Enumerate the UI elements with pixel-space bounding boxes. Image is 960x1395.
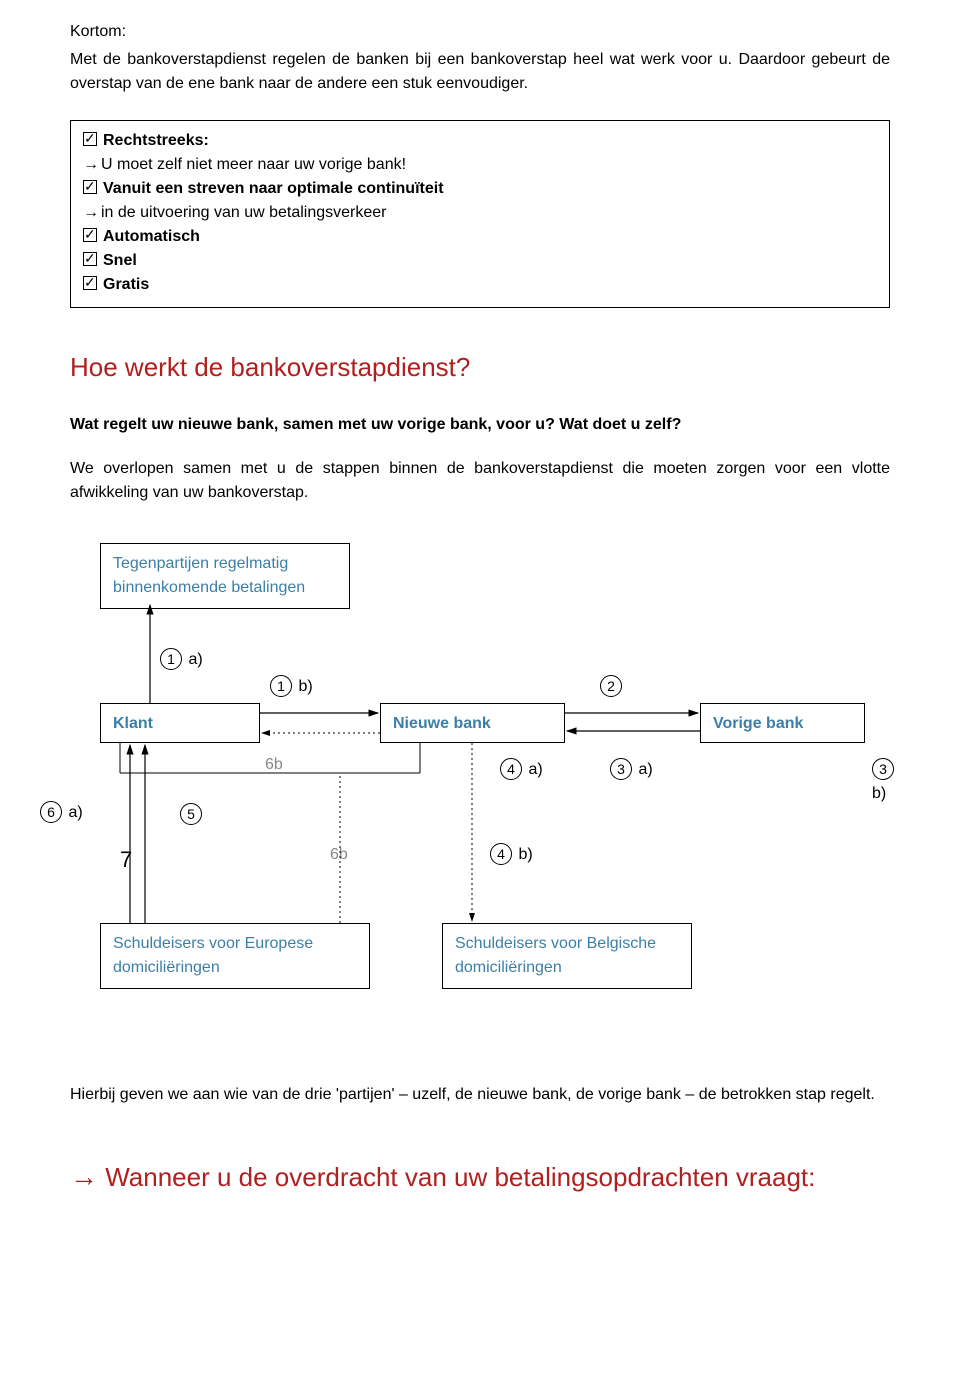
label-7: 7 (120, 843, 132, 876)
label-4b: 4 b) (490, 843, 533, 867)
checkbox-icon (83, 180, 97, 194)
arrow-icon: → (83, 201, 99, 225)
label-3a: 3 a) (610, 758, 653, 782)
arrow-icon: → (70, 1161, 98, 1192)
label-4a: 4 a) (500, 758, 543, 782)
intro-label: Kortom: (70, 20, 890, 44)
node-schuld-be: Schuldeisers voor Belgische domiciliërin… (442, 923, 692, 989)
feature-box: Rechtstreeks: → U moet zelf niet meer na… (70, 120, 890, 308)
box-line4: Snel (103, 249, 137, 273)
checkbox-icon (83, 132, 97, 146)
label-6b-bot: 6b (330, 843, 348, 867)
box-line1-label: Rechtstreeks: (103, 129, 209, 153)
box-line2b: in de uitvoering van uw betalingsverkeer (101, 201, 387, 225)
label-6b-top: 6b (265, 753, 283, 777)
heading-how-it-works: Hoe werkt de bankoverstapdienst? (70, 348, 890, 387)
subheading: Wat regelt uw nieuwe bank, samen met uw … (70, 413, 890, 437)
box-line2: Vanuit een streven naar optimale continu… (103, 177, 444, 201)
label-6a: 6 a) (40, 801, 83, 825)
box-line3: Automatisch (103, 225, 200, 249)
section-heading-transfer: → Wanneer u de overdracht van uw betalin… (70, 1157, 890, 1196)
footer-text: Hierbij geven we aan wie van de drie 'pa… (70, 1083, 890, 1107)
body-text: We overlopen samen met u de stappen binn… (70, 457, 890, 505)
node-klant: Klant (100, 703, 260, 743)
checkbox-icon (83, 276, 97, 290)
label-1b: 1 b) (270, 675, 313, 699)
box-line1-text: U moet zelf niet meer naar uw vorige ban… (101, 153, 406, 177)
checkbox-icon (83, 228, 97, 242)
label-5: 5 (180, 803, 204, 827)
label-2: 2 (600, 675, 624, 699)
box-line5: Gratis (103, 273, 149, 297)
node-vorige: Vorige bank (700, 703, 865, 743)
intro-text: Met de bankoverstapdienst regelen de ban… (70, 48, 890, 96)
node-tegenpartijen: Tegenpartijen regelmatig binnenkomende b… (100, 543, 350, 609)
label-3b: 3 b) (872, 758, 900, 806)
node-nieuwe: Nieuwe bank (380, 703, 565, 743)
checkbox-icon (83, 252, 97, 266)
flow-diagram: Tegenpartijen regelmatig binnenkomende b… (40, 543, 900, 1063)
arrow-icon: → (83, 153, 99, 177)
label-1a: 1 a) (160, 648, 203, 672)
node-schuld-eu: Schuldeisers voor Europese domiciliëring… (100, 923, 370, 989)
